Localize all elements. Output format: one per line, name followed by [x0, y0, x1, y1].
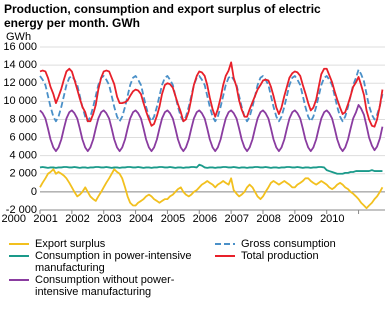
- y-tick-label: 12 000: [3, 77, 37, 89]
- y-tick-label: 16 000: [3, 41, 37, 53]
- x-tick-label: 2007: [225, 213, 249, 225]
- chart: GWh -2 000 0 2 000 4 000 6 000 8 000 10 000 12 …: [2, 31, 385, 225]
- y-tick-label: 6 000: [9, 131, 37, 143]
- y-tick-label: 14 000: [3, 59, 37, 71]
- legend: Export surplus Consumption in power-inten…: [0, 236, 392, 320]
- legend-swatch: [9, 243, 29, 245]
- series-line: [39, 163, 383, 175]
- series-line: [39, 104, 384, 153]
- legend-item: Total production: [214, 250, 384, 262]
- legend-swatch: [215, 243, 235, 245]
- legend-item: Consumption in power-intensive manufactu…: [8, 250, 208, 274]
- y-tick-label: 0: [31, 186, 37, 198]
- x-tick-label: 2001: [33, 213, 57, 225]
- legend-item: Export surplus: [8, 238, 208, 250]
- x-tick-label: 2009: [288, 213, 312, 225]
- legend-label: Gross consumption: [241, 238, 336, 250]
- legend-swatch: [9, 279, 29, 281]
- x-tick-label: 2002: [65, 213, 89, 225]
- y-tick-label: 2 000: [9, 168, 37, 180]
- legend-swatch: [215, 255, 235, 257]
- y-axis-label: GWh: [6, 31, 31, 43]
- series-line: [39, 168, 384, 210]
- legend-item: Gross consumption: [214, 238, 384, 250]
- legend-label: Total production: [241, 250, 319, 262]
- legend-label: Export surplus: [35, 238, 106, 250]
- x-tick-label: 2006: [193, 213, 217, 225]
- y-tick-label: -2 000: [6, 204, 37, 216]
- x-tick-label: 2004: [129, 213, 153, 225]
- series-line: [39, 61, 384, 128]
- x-tick-label: 2008: [256, 213, 280, 225]
- legend-item: Consumption without power-intensive manu…: [8, 274, 208, 298]
- series-line: [39, 68, 384, 123]
- y-tick-label: 8 000: [9, 113, 37, 125]
- legend-label: Consumption in power-intensive manufactu…: [35, 250, 192, 274]
- chart-title: Production, consumption and export surpl…: [4, 2, 321, 30]
- x-tick-label: 2010: [320, 213, 344, 225]
- legend-swatch: [9, 255, 29, 257]
- legend-label: Consumption without power-intensive manu…: [35, 274, 175, 298]
- y-tick-label: 10 000: [3, 95, 37, 107]
- x-tick-label: 2005: [161, 213, 185, 225]
- x-tick-label: 2003: [97, 213, 121, 225]
- y-tick-label: 4 000: [9, 150, 37, 162]
- x-tick-label: 2000: [2, 213, 26, 225]
